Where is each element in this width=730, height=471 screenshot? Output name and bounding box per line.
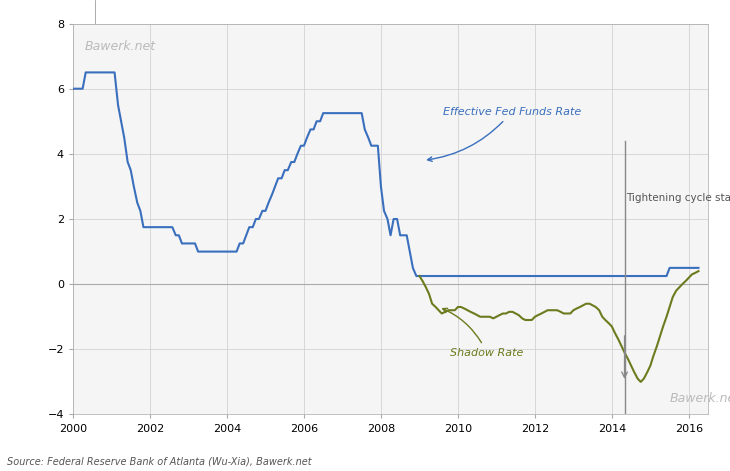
Text: Source: Federal Reserve Bank of Atlanta (Wu-Xia), Bawerk.net: Source: Federal Reserve Bank of Atlanta … — [7, 456, 312, 466]
Text: Shadow Rate: Shadow Rate — [442, 309, 523, 358]
Text: Federal Funds Rate vs. Shadow Rate: Federal Funds Rate vs. Shadow Rate — [249, 11, 576, 29]
Text: Bawerk.net: Bawerk.net — [669, 392, 730, 405]
Text: Tightening cycle starts in May  2014: Tightening cycle starts in May 2014 — [626, 193, 730, 203]
Text: Effective Fed Funds Rate: Effective Fed Funds Rate — [428, 107, 581, 162]
Text: Per Cent: Per Cent — [18, 15, 66, 25]
Text: Bawerk.net: Bawerk.net — [85, 40, 155, 53]
